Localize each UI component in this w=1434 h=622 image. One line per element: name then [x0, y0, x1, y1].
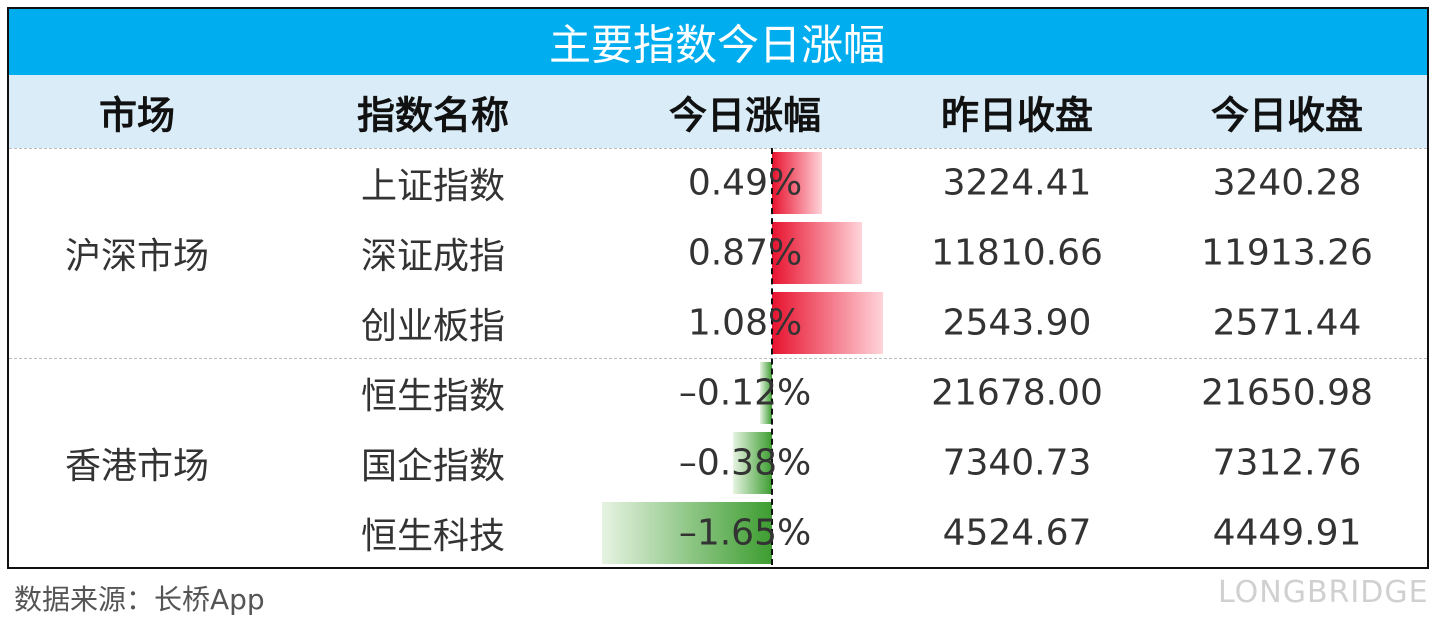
- footer-source: 数据来源：长桥App: [14, 583, 265, 616]
- prev-close: 3224.41: [942, 162, 1092, 204]
- prev-close: 21678.00: [931, 372, 1103, 414]
- change-label: 0.87%: [687, 232, 803, 274]
- today-close: 21650.98: [1201, 372, 1373, 414]
- today-close: 3240.28: [1212, 162, 1362, 204]
- market-label: 香港市场: [64, 446, 210, 487]
- footer-logo: LONGBRIDGE: [1218, 575, 1429, 610]
- change-bar: [772, 222, 862, 284]
- today-close: 7312.76: [1212, 442, 1362, 484]
- change-label: –0.12%: [678, 372, 812, 414]
- zero-line: [771, 148, 773, 565]
- group-separator: [9, 358, 1427, 359]
- index-name: 恒生指数: [360, 376, 506, 417]
- today-close: 11913.26: [1201, 232, 1373, 274]
- prev-close: 11810.66: [931, 232, 1103, 274]
- column-header: 今日收盘: [1210, 93, 1364, 138]
- title: 主要指数今日涨幅: [548, 20, 886, 70]
- table-frame: [7, 7, 1429, 569]
- column-header: 今日涨幅: [668, 93, 822, 138]
- change-bar: [732, 432, 772, 494]
- column-header: 市场: [98, 93, 176, 138]
- index-name: 创业板指: [360, 306, 506, 347]
- change-bar: [772, 292, 884, 354]
- prev-close: 2543.90: [942, 302, 1092, 344]
- prev-close: 4524.67: [942, 512, 1092, 554]
- column-header: 昨日收盘: [940, 93, 1094, 138]
- change-bar: [772, 152, 823, 214]
- market-label: 沪深市场: [64, 236, 210, 277]
- title-bar: [9, 9, 1427, 75]
- change-bar: [759, 362, 772, 424]
- change-label: 1.08%: [687, 302, 803, 344]
- group-separator: [9, 148, 1427, 149]
- today-close: 2571.44: [1212, 302, 1362, 344]
- change-label: –1.65%: [678, 512, 812, 554]
- prev-close: 7340.73: [942, 442, 1092, 484]
- header-row: [9, 75, 1427, 148]
- change-label: 0.49%: [687, 162, 803, 204]
- column-header: 指数名称: [356, 93, 510, 138]
- change-label: –0.38%: [678, 442, 812, 484]
- change-bar: [602, 502, 772, 564]
- today-close: 4449.91: [1212, 512, 1362, 554]
- index-name: 国企指数: [360, 446, 506, 487]
- index-name: 深证成指: [360, 236, 506, 277]
- index-name: 恒生科技: [360, 516, 506, 557]
- index-name: 上证指数: [360, 166, 506, 207]
